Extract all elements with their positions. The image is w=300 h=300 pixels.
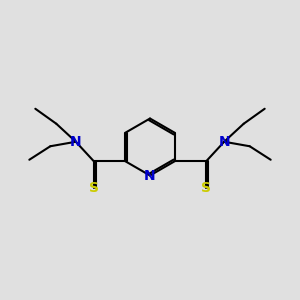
Text: S: S [89,181,99,195]
Text: N: N [144,169,156,182]
Text: S: S [201,181,211,195]
Text: N: N [218,135,230,149]
Text: N: N [70,135,82,149]
